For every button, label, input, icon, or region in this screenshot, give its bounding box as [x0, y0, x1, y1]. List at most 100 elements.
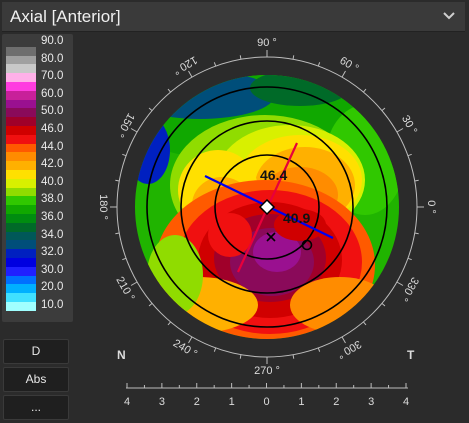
legend-swatch — [6, 126, 36, 135]
abs-button[interactable]: Abs — [3, 367, 69, 392]
scale-label: 1 — [229, 396, 235, 408]
legend-swatch — [6, 205, 36, 214]
angle-ticks — [110, 50, 424, 364]
scale-label: 0 — [263, 396, 269, 408]
legend-swatch — [6, 249, 36, 258]
legend-swatch — [6, 46, 36, 56]
angle-label: 60 ° — [338, 55, 361, 75]
angle-label: 270 ° — [254, 365, 280, 377]
legend-swatch — [6, 284, 36, 294]
legend-item — [6, 240, 70, 250]
legend-swatch — [6, 82, 36, 91]
legend-item — [6, 99, 70, 109]
angle-label: 330 ° — [397, 275, 420, 303]
legend-swatch — [6, 108, 36, 118]
angle-label: 300 ° — [335, 337, 363, 360]
legend-item: 34.0 — [6, 229, 70, 241]
legend-value: 36.0 — [41, 211, 64, 223]
nasal-label: N — [117, 348, 126, 362]
angle-tick — [167, 321, 171, 326]
scale-label: 1 — [298, 396, 304, 408]
thinnest-point-icon — [301, 239, 313, 251]
flat-k-value: 40.9 — [283, 210, 310, 226]
angle-tick — [414, 179, 419, 182]
angle-tick — [188, 70, 193, 78]
legend-item — [6, 222, 70, 232]
angle-tick — [130, 281, 138, 286]
legend-value: 40.0 — [41, 175, 64, 188]
angle-tick — [188, 336, 193, 344]
legend-item: 40.0 — [6, 176, 70, 188]
color-scale-legend: 90.0 80.0 70.0 60.0 50.0 46.0 44.0 42.0 40.0 38.0… — [2, 34, 73, 322]
angle-tick — [239, 55, 242, 60]
legend-item — [6, 258, 70, 267]
angle-tick — [396, 281, 404, 286]
legend-item: 60.0 — [6, 88, 70, 100]
legend-item: 32.0 — [6, 246, 70, 258]
angle-tick — [317, 347, 321, 352]
legend-swatch — [6, 178, 36, 188]
more-button[interactable]: ... — [3, 395, 69, 420]
apex-marker-icon — [258, 198, 276, 216]
angle-tick — [292, 354, 295, 359]
legend-value: 44.0 — [41, 140, 64, 153]
angle-tick — [292, 55, 295, 60]
legend-swatch — [6, 266, 36, 276]
scale-label: 2 — [333, 396, 339, 408]
legend-item — [6, 117, 70, 126]
legend-swatch — [6, 64, 36, 74]
legend-swatch — [6, 275, 36, 285]
angle-tick — [363, 321, 367, 326]
angle-tick — [407, 257, 412, 261]
steep-k-value: 46.4 — [260, 167, 287, 183]
legend-item: 90.0 — [6, 35, 70, 47]
angle-label: 0 ° — [425, 200, 437, 214]
legend-item: 30.0 — [6, 264, 70, 276]
angle-label: 30 ° — [399, 113, 419, 136]
legend-value: 80.0 — [41, 52, 64, 65]
legend-value: 70.0 — [41, 70, 64, 83]
d-button[interactable]: D — [3, 339, 69, 364]
legend-item: 20.0 — [6, 281, 70, 294]
angle-tick — [341, 70, 346, 78]
map-type-selector[interactable]: Axial [Anterior] — [2, 2, 465, 32]
map-title: Axial [Anterior] — [10, 7, 121, 26]
legend-item — [6, 170, 70, 179]
legend-swatch — [6, 73, 36, 82]
angle-label: 210 ° — [113, 275, 136, 303]
distance-rings — [146, 86, 388, 328]
legend-item: 10.0 — [6, 299, 70, 311]
legend-value: 34.0 — [41, 228, 64, 241]
angle-label: 90 ° — [257, 37, 277, 49]
legend-value: 38.0 — [41, 193, 64, 206]
legend-item — [6, 152, 70, 162]
angle-tick — [148, 303, 153, 307]
legend-item: 38.0 — [6, 193, 70, 206]
angle-tick — [167, 88, 171, 93]
legend-value: 42.0 — [41, 158, 64, 171]
legend-swatch — [6, 161, 36, 170]
scale-label: 4 — [124, 396, 130, 408]
legend-value: 30.0 — [41, 263, 64, 276]
legend-item — [6, 293, 70, 302]
temporal-label: T — [407, 348, 415, 362]
angle-tick — [407, 153, 412, 157]
angle-tick — [115, 179, 120, 182]
legend-swatch — [6, 222, 36, 232]
angle-label: 120 ° — [171, 53, 199, 76]
legend-swatch — [6, 117, 36, 126]
legend-item — [6, 187, 70, 197]
legend-value: 50.0 — [41, 105, 64, 118]
legend-swatch — [6, 187, 36, 197]
legend-item — [6, 205, 70, 214]
legend-swatch — [6, 196, 36, 206]
legend-item: 80.0 — [6, 53, 70, 65]
legend-item: 42.0 — [6, 158, 70, 170]
legend-swatch — [6, 134, 36, 144]
legend-swatch — [6, 170, 36, 179]
angle-tick — [317, 62, 321, 67]
chevron-down-icon[interactable] — [441, 8, 457, 24]
legend-item — [6, 134, 70, 144]
legend-swatch — [6, 240, 36, 250]
